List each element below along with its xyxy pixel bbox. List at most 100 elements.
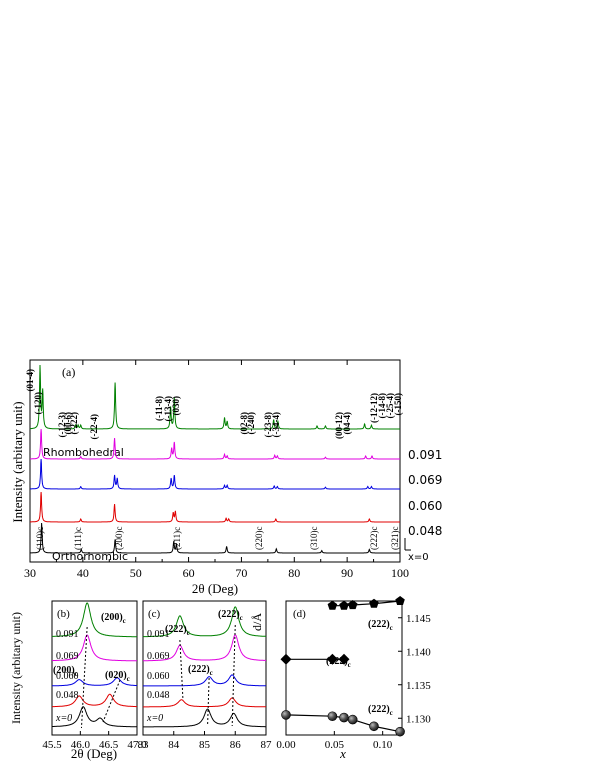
panel-b-ann-020: (020)c xyxy=(105,670,130,683)
panel-b-label: (b) xyxy=(57,608,70,620)
rhombohedral-peak-label: (-25-4) xyxy=(385,393,395,419)
panel-c-series-label: 0.060 xyxy=(147,671,170,682)
panel-d-xtick-label: 0.00 xyxy=(276,739,296,751)
orthorhombic-label: Orthorhombic xyxy=(52,550,128,563)
panel-b-ann-200-left: (200)c xyxy=(53,665,78,678)
panel-c-ann-222-left: (222)c xyxy=(165,624,190,637)
panel-a-xtick-label: 70 xyxy=(235,566,247,580)
panel-a-rhombohedral-peak-labels: (01-4)(-120) (-12-3)(00-6)(-222) (-22-4) (-… xyxy=(25,369,403,440)
panel-a-series-label: x=0 xyxy=(408,552,429,563)
orthorhombic-peak-label: (220)c xyxy=(254,527,264,551)
orthorhombic-peak-label: (211)c xyxy=(172,527,182,550)
panel-c-xticks: 83 84 85 86 87 xyxy=(138,731,273,751)
panel-a-xtick-label: 60 xyxy=(183,566,195,580)
panel-d-ann-bot: (222)c xyxy=(368,704,393,717)
panel-b-curve-0.060 xyxy=(52,677,138,687)
panel-d-marker-pentagon xyxy=(347,600,358,610)
panel-a-series-label: 0.048 xyxy=(408,524,442,538)
rhombohedral-peak-label: (04-4) xyxy=(342,412,352,435)
rhombohedral-peak-label: (-23-8) xyxy=(263,412,273,438)
panel-a-curve-0.069 xyxy=(30,428,400,460)
panel-c-series-label: 0.048 xyxy=(147,690,170,701)
panel-c-curves xyxy=(142,606,266,728)
panel-d-marker-pentagon xyxy=(369,598,379,608)
panel-b-series-label: 0.069 xyxy=(56,651,79,662)
panel-d-ytick-label: 1.135 xyxy=(406,680,431,692)
panel-b-frame xyxy=(51,600,138,736)
panel-a-xtick-label: 80 xyxy=(288,566,300,580)
panel-c-ann-222-mid: (222)c xyxy=(188,664,213,677)
panel-b-xtick-label: 47.0 xyxy=(127,739,147,751)
rhombohedral-peak-label: (00-12) xyxy=(334,412,344,439)
panel-d-ticks: 0.00 0.05 0.10 1.130 1.135 1.140 1.145 xyxy=(276,613,431,751)
rhombohedral-peak-label: (01-4) xyxy=(25,369,35,392)
panel-c-series-label: x=0 xyxy=(146,713,163,724)
orthorhombic-peak-label: (200)c xyxy=(114,527,124,551)
panel-d-xlabel: x xyxy=(339,746,346,761)
panel-c-xtick-label: 84 xyxy=(168,739,180,751)
panel-d-marker-pentagon xyxy=(327,600,338,610)
panel-d-marker-sphere xyxy=(369,721,379,732)
panel-b-ylabel: Intensity (arbitary unit) xyxy=(9,612,23,724)
rhombohedral-peak-label: (-12-3) xyxy=(57,412,67,438)
panel-d-series xyxy=(280,596,405,737)
panel-b-guide xyxy=(102,679,121,723)
panel-c-series-label: 0.091 xyxy=(147,629,170,640)
panel-d-ann-mid: (222)c xyxy=(326,656,351,669)
panel-b-curve-x=0 xyxy=(52,706,137,728)
panel-c-guide xyxy=(207,677,210,727)
rhombohedral-peak-label: (-22-4) xyxy=(89,414,99,440)
panel-c-guide xyxy=(231,624,236,727)
rhombohedral-peak-label: (-14-8) xyxy=(377,393,387,419)
panel-b-series-label: 0.060 xyxy=(56,671,79,682)
panel-b-series-label: x=0 xyxy=(55,713,72,724)
panel-d-marker-pentagon xyxy=(395,596,405,605)
rhombohedral-peak-label: (-13-4) xyxy=(163,396,173,422)
rhombohedral-peak-label: (-222) xyxy=(69,412,79,435)
panel-d-ytick-label: 1.145 xyxy=(406,613,431,625)
panel-a-xtick-label: 30 xyxy=(24,566,36,580)
panel-d-ann-top: (222)c xyxy=(368,619,393,632)
panel-a-series-label: 0.091 xyxy=(408,448,442,462)
panel-d-label: (d) xyxy=(293,608,306,620)
panel-b-xticks: 45.5 46.0 46.5 47.0 xyxy=(42,731,147,751)
orthorhombic-peak-label: (111)c xyxy=(73,527,83,550)
panel-a-curve-0.060 xyxy=(30,458,400,490)
rhombohedral-peak-label: (-120) xyxy=(33,392,43,415)
panel-a-curve-0.048 xyxy=(30,491,400,523)
rhombohedral-peak-label: (-150) xyxy=(393,393,403,416)
panel-d-marker-sphere xyxy=(339,712,349,723)
panel-b-guide xyxy=(80,626,88,729)
panel-c-xtick-label: 87 xyxy=(261,739,273,751)
rhombohedral-peak-label: (02-8) xyxy=(239,412,249,435)
panel-a-curve-x=0 xyxy=(30,522,400,554)
panel-c-series-labels: x=0 0.048 0.060 0.069 0.091 xyxy=(146,629,170,724)
orthorhombic-peak-label: (110)c xyxy=(35,527,45,550)
panel-c-series-label: 0.069 xyxy=(147,651,170,662)
panel-d-marker-diamond xyxy=(326,653,338,665)
panel-c-ann-222bar: (222)c xyxy=(218,609,243,622)
panel-d-marker-sphere xyxy=(281,710,291,720)
panel-d-marker-sphere xyxy=(327,711,338,722)
panel-d-ylabel: d/Å xyxy=(250,613,264,631)
panel-b-curve-0.048 xyxy=(52,693,137,708)
panel-c-xtick-label: 86 xyxy=(230,739,242,751)
panel-a-xtick-label: 50 xyxy=(130,566,142,580)
panel-a-series-label: 0.069 xyxy=(408,473,442,487)
rhombohedral-peak-label: (030) xyxy=(171,396,181,416)
panel-a-series-labels: x=0 0.048 0.060 0.069 0.091 xyxy=(408,448,442,563)
panel-b-curve-0.091 xyxy=(52,602,137,638)
panel-c-xtick-label: 85 xyxy=(199,739,211,751)
rhombohedral-peak-label: (-11-8) xyxy=(154,396,164,421)
panel-a-xtick-label: 40 xyxy=(77,566,89,580)
panel-b-series-labels: x=0 0.048 0.060 0.069 0.091 xyxy=(55,629,79,724)
panel-a-xlabel: 2θ (Deg) xyxy=(192,581,238,596)
panel-a-orthorhombic-peak-labels: (110)c (111)c (200)c (211)c (220)c (310)c (222… xyxy=(35,527,400,551)
panel-d-marker-pentagon xyxy=(339,600,349,610)
panel-d-marker-diamond xyxy=(280,653,292,665)
rhombohedral-peak-label: (-34-4) xyxy=(271,412,281,438)
panel-a-curves xyxy=(29,364,400,554)
orthorhombic-peak-label: (222)c xyxy=(369,527,379,551)
panel-a-xtick-label: 100 xyxy=(391,566,409,580)
